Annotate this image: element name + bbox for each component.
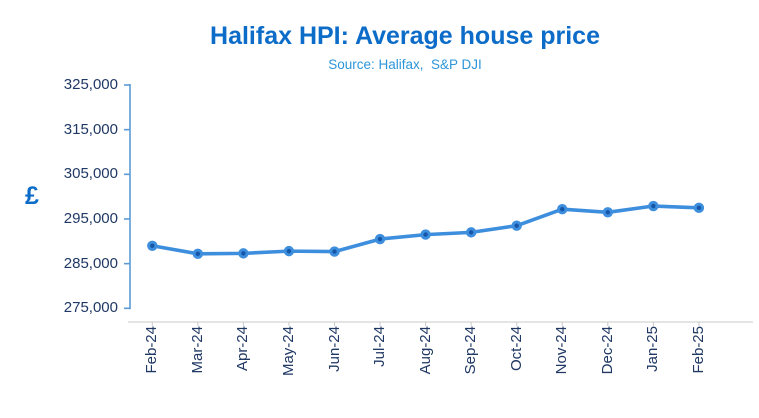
data-point-marker-core <box>150 243 155 248</box>
y-axis-title: £ <box>25 182 39 210</box>
data-point-marker-core <box>423 232 428 237</box>
chart-title: Halifax HPI: Average house price <box>210 22 600 50</box>
x-tick-label: Aug-24 <box>416 326 434 375</box>
data-point-marker-core <box>696 205 702 211</box>
data-point-marker-core <box>514 223 519 228</box>
x-tick-label: Jan-25 <box>644 326 662 372</box>
x-tick-label: Nov-24 <box>553 326 571 375</box>
x-tick-label: Jun-24 <box>325 326 343 372</box>
chart-subtitle: Source: Halifax, S&P DJI <box>328 57 482 72</box>
x-tick-label: Apr-24 <box>234 326 252 372</box>
y-tick-label: 315,000 <box>63 120 118 138</box>
x-tick-label: Mar-24 <box>188 326 206 374</box>
data-point-marker-core <box>651 203 656 209</box>
data-point-marker-core <box>377 236 383 242</box>
x-tick-label: Sep-24 <box>462 326 480 375</box>
data-point-marker-core <box>241 251 246 256</box>
x-tick-label: Feb-24 <box>143 326 161 374</box>
y-tick-label: 325,000 <box>63 76 118 93</box>
data-point-marker-core <box>286 248 292 254</box>
data-point-marker-core <box>468 230 474 235</box>
y-tick-label: 285,000 <box>63 254 118 272</box>
data-point-marker-core <box>605 210 610 215</box>
y-tick-label: 275,000 <box>63 299 118 317</box>
y-tick-label: 295,000 <box>63 209 118 227</box>
data-point-marker-core <box>332 249 337 254</box>
y-tick-label: 305,000 <box>63 165 118 183</box>
x-tick-label: Jul-24 <box>371 326 389 367</box>
data-point-marker-core <box>560 206 565 212</box>
x-tick-label: Dec-24 <box>598 326 616 375</box>
x-tick-label: Oct-24 <box>507 326 525 372</box>
x-tick-label: Feb-25 <box>689 326 707 374</box>
x-tick-label: May-24 <box>279 326 297 377</box>
data-point-marker-core <box>195 251 201 257</box>
